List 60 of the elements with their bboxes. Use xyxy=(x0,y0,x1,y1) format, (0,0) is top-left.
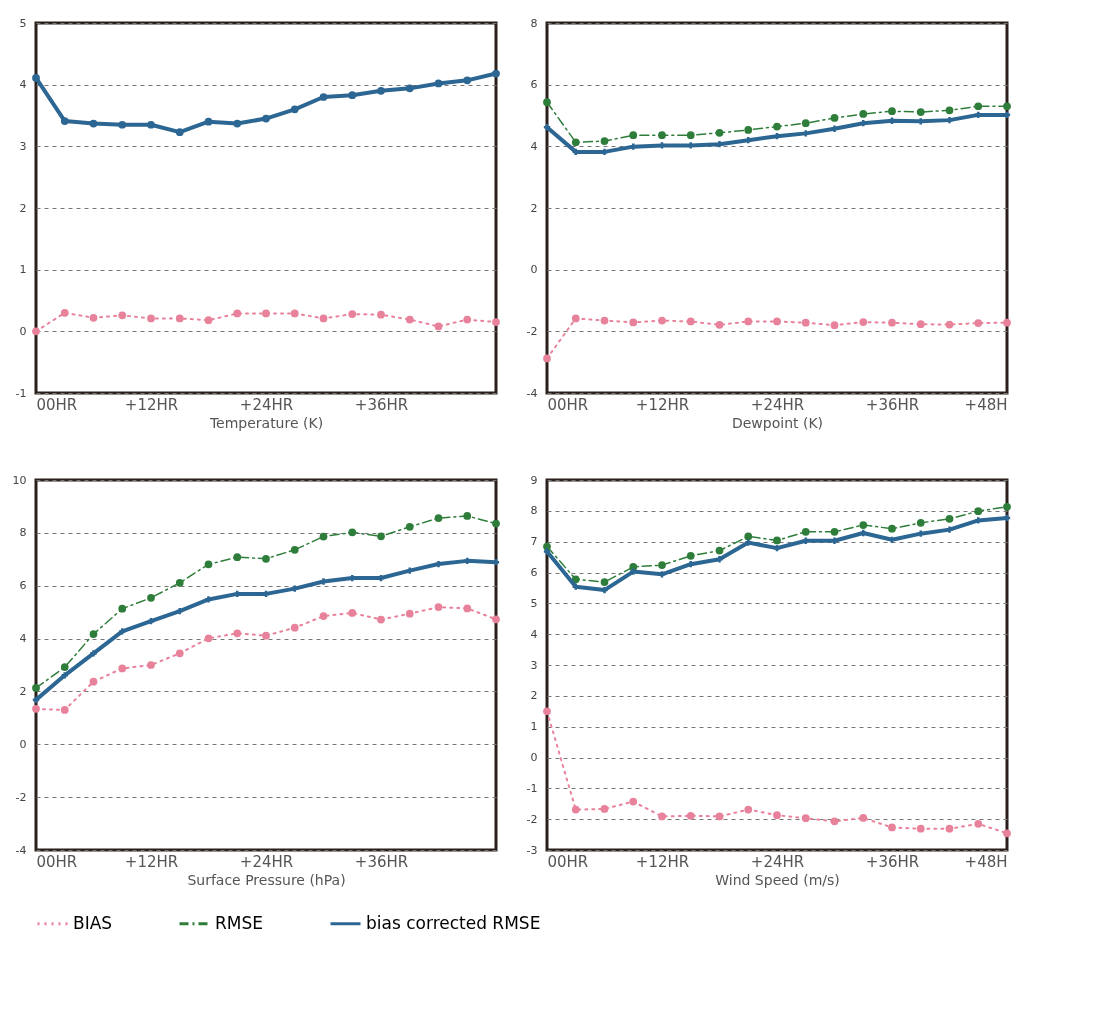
y-tick-label: -2 xyxy=(15,790,27,804)
y-tick-label: 6 xyxy=(19,579,27,593)
y-tick-label: 1 xyxy=(19,263,27,277)
x-tick-label: +24HR xyxy=(750,395,805,414)
y-tick-label: -2 xyxy=(526,812,538,826)
x-tick-label: +36HR xyxy=(865,395,920,414)
y-tick-label: 0 xyxy=(530,263,538,277)
y-tick-label: 8 xyxy=(530,504,538,518)
x-axis-title: Surface Pressure (hPa) xyxy=(187,871,346,888)
legend-label: RMSE xyxy=(215,912,264,933)
x-tick-label: +12HR xyxy=(124,395,179,414)
y-tick-label: 0 xyxy=(19,324,27,338)
y-tick-label: 7 xyxy=(530,535,538,549)
x-tick-label: 00HR xyxy=(547,395,589,414)
legend-label: bias corrected RMSE xyxy=(366,912,541,933)
y-tick-label: -2 xyxy=(526,324,538,338)
x-tick-label: 00HR xyxy=(36,852,78,871)
y-tick-label: 5 xyxy=(19,16,27,30)
y-tick-label: 3 xyxy=(530,658,538,672)
y-tick-label: 4 xyxy=(530,627,538,641)
y-tick-label: 0 xyxy=(19,737,27,751)
y-tick-label: -3 xyxy=(526,843,538,857)
x-tick-label: 00HR xyxy=(36,395,78,414)
x-tick-label: +48H xyxy=(964,395,1008,414)
y-tick-label: 5 xyxy=(530,596,538,610)
x-tick-label: 00HR xyxy=(547,852,589,871)
legend-label: BIAS xyxy=(73,912,113,933)
y-tick-label: 4 xyxy=(19,632,27,646)
x-tick-label: +36HR xyxy=(865,852,920,871)
x-axis-title: Wind Speed (m/s) xyxy=(715,871,840,888)
x-tick-label: +12HR xyxy=(635,852,690,871)
y-tick-label: 2 xyxy=(19,201,27,215)
y-tick-label: 1 xyxy=(530,720,538,734)
y-tick-label: -1 xyxy=(526,781,538,795)
x-tick-label: +48H xyxy=(964,852,1008,871)
x-tick-label: +12HR xyxy=(124,852,179,871)
y-tick-label: 8 xyxy=(530,16,538,30)
y-tick-label: -4 xyxy=(526,386,538,400)
x-tick-label: +24HR xyxy=(239,395,294,414)
y-tick-label: 9 xyxy=(530,473,538,487)
y-tick-label: 2 xyxy=(19,684,27,698)
x-tick-label: +36HR xyxy=(354,395,409,414)
y-tick-label: 4 xyxy=(19,78,27,92)
y-tick-label: 8 xyxy=(19,526,27,540)
x-tick-label: +36HR xyxy=(354,852,409,871)
x-tick-label: +24HR xyxy=(750,852,805,871)
y-tick-label: 10 xyxy=(12,473,27,487)
x-axis-title: Dewpoint (K) xyxy=(731,414,824,431)
y-tick-label: -4 xyxy=(15,843,27,857)
x-tick-label: +12HR xyxy=(635,395,690,414)
y-tick-label: 2 xyxy=(530,689,538,703)
y-tick-label: 6 xyxy=(530,566,538,579)
y-tick-label: 4 xyxy=(530,139,538,153)
x-axis-title: Temperature (K) xyxy=(208,414,324,431)
y-tick-label: 2 xyxy=(530,201,538,215)
y-tick-label: -1 xyxy=(15,386,27,400)
y-tick-label: 6 xyxy=(530,78,538,92)
y-tick-label: 3 xyxy=(19,139,27,153)
x-tick-label: +24HR xyxy=(239,852,294,871)
y-tick-label: 0 xyxy=(530,751,538,764)
